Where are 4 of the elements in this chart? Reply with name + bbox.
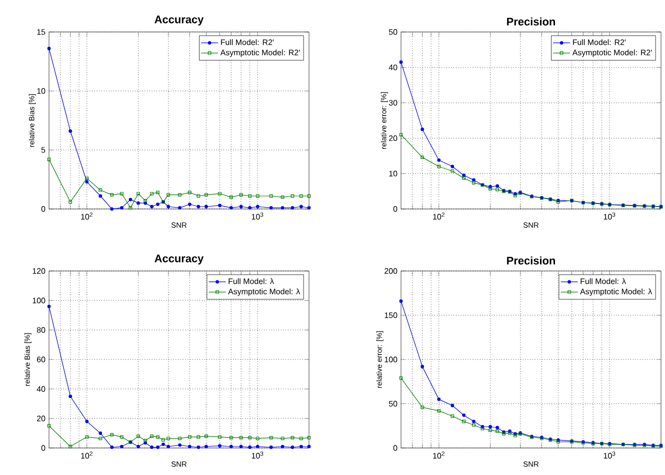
chart-title: Precision bbox=[507, 17, 555, 26]
chart-title: Precision bbox=[507, 256, 555, 264]
chart-title: Accuracy bbox=[154, 254, 204, 264]
chart-title: Accuracy bbox=[154, 16, 204, 26]
